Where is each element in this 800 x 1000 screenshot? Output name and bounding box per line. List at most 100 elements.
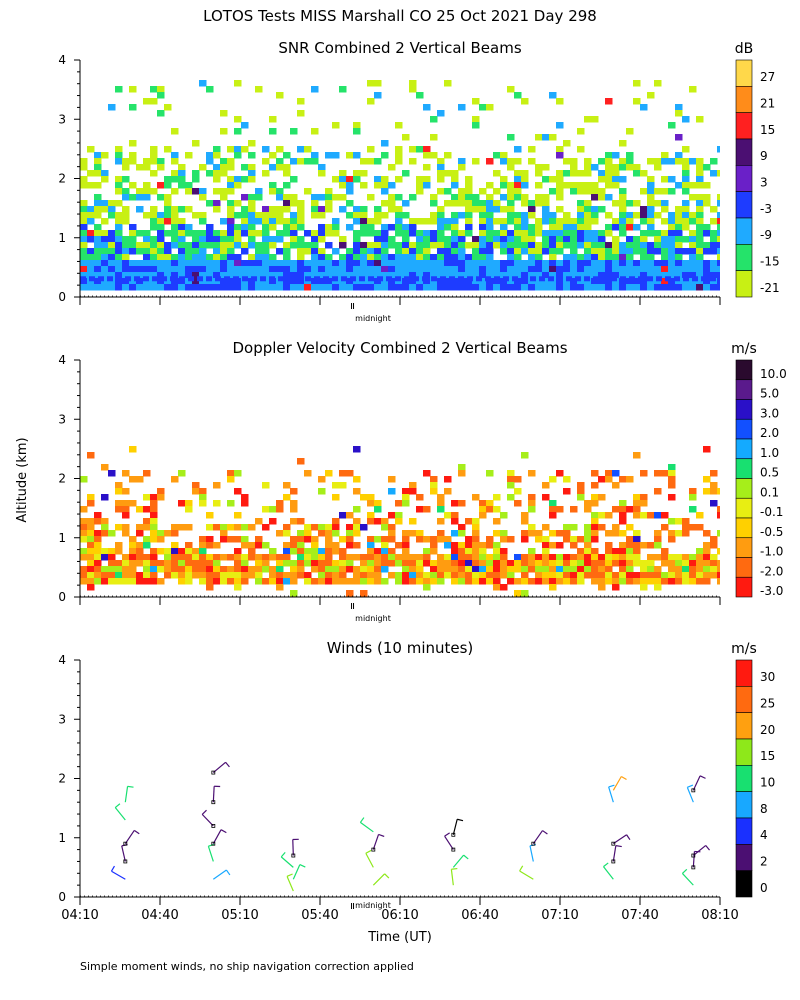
calm-marker (371, 847, 376, 852)
wind-barb (292, 864, 301, 880)
colorbar-segment (735, 112, 753, 140)
x-tick-label: 04:10 (61, 908, 98, 923)
wind-barb-field (110, 761, 711, 892)
calm-marker (451, 832, 456, 837)
wind-barb (124, 830, 135, 845)
wind-barb-flag (615, 845, 622, 848)
colorbar-label: 5.0 (760, 387, 779, 401)
colorbar-segment (735, 59, 753, 87)
y-tick-label: 3 (58, 412, 66, 426)
wind-barb-flag (542, 830, 548, 835)
colorbar-segment (735, 557, 753, 578)
y-tick-label: 3 (58, 112, 66, 126)
colorbar-segment (735, 191, 753, 219)
colorbar-label: 27 (760, 70, 775, 84)
y-tick-label: 1 (58, 231, 66, 245)
colorbar-label: -0.5 (760, 525, 783, 539)
y-tick-label: 3 (58, 712, 66, 726)
colorbar-label: 2 (760, 855, 768, 869)
colorbar-label: -3 (760, 202, 772, 216)
wind-barb (612, 834, 627, 845)
y-tick-label: 2 (58, 172, 66, 186)
calm-marker (691, 788, 696, 793)
calm-marker (611, 859, 616, 864)
y-tick-label: 1 (58, 531, 66, 545)
x-tick-label: 04:40 (141, 908, 178, 923)
wind-barb-flag (225, 869, 231, 876)
colorbar-label: 1.0 (760, 446, 779, 460)
colorbar-segment (735, 217, 753, 245)
wind-barb-flag (463, 854, 469, 860)
midnight-label-winds: midnight (355, 901, 391, 910)
x-tick-label: 06:40 (461, 908, 498, 923)
wind-barb-flag (603, 862, 609, 868)
wind-barb-flag (365, 849, 372, 854)
calm-marker (691, 865, 696, 870)
colorbar-label: 4 (760, 828, 768, 842)
wind-barb (360, 821, 374, 833)
wind-barb-flag (133, 829, 140, 835)
wind-barb (121, 845, 126, 862)
calm-marker (211, 824, 216, 828)
wind-barb (692, 775, 701, 791)
y-tick-label: 4 (58, 653, 66, 667)
y-tick-label: 2 (58, 472, 66, 486)
x-tick-label: 07:40 (621, 908, 658, 923)
calm-marker (211, 770, 216, 775)
calm-marker (211, 841, 216, 846)
wind-barb (686, 787, 694, 803)
doppler-heatmap-field (80, 446, 720, 597)
wind-barb (612, 776, 622, 791)
y-tick-label: 0 (58, 290, 66, 304)
midnight-label-snr: midnight (355, 314, 391, 323)
x-axis-label: Time (UT) (367, 930, 432, 945)
colorbar-label: -3.0 (760, 584, 783, 598)
wind-barb-flag (621, 775, 627, 781)
y-tick-label: 0 (58, 890, 66, 904)
wind-barb-flag (127, 785, 134, 788)
colorbars: 27 21 15 9 3 -3 -9 -15 -21 10.0 5.0 3.0 2.0 1.0 0.5 0.1… (735, 59, 787, 898)
colorbar-segment (735, 517, 753, 539)
colorbar-segment (735, 165, 753, 192)
wind-barb-flag (299, 864, 306, 868)
wind-barb-flag (519, 865, 524, 872)
wind-barb-flag (705, 845, 711, 851)
wind-barb-flag (286, 873, 293, 877)
colorbar-segment (735, 537, 753, 558)
colorbar-segment (735, 497, 753, 519)
colorbar-label: 3.0 (760, 406, 779, 420)
y-tick-label: 0 (58, 590, 66, 604)
wind-barb-flag (225, 761, 230, 768)
wind-barb (452, 819, 458, 835)
wind-barb-flag (201, 809, 207, 815)
calm-marker (123, 841, 128, 846)
wind-barb-flag (699, 775, 706, 779)
calm-marker (611, 841, 616, 846)
colorbar-segment (735, 765, 753, 792)
wind-barb (444, 835, 454, 850)
colorbar-segment (735, 418, 753, 440)
y-axis-label: Altitude (km) (15, 437, 30, 522)
colorbar-label: -21 (760, 281, 780, 295)
colorbar-segment (735, 686, 753, 713)
colorbar-segment (735, 379, 753, 400)
colorbar-segment (735, 817, 753, 845)
colorbar-segment (735, 438, 753, 460)
wind-barb (212, 761, 226, 774)
x-tick-label: 06:10 (381, 908, 418, 923)
wind-barb-flag (110, 865, 115, 872)
wind-barb (207, 846, 214, 862)
calm-marker (211, 800, 216, 805)
doppler-colorbar-unit: m/s (731, 341, 757, 357)
wind-barb-flag (220, 829, 227, 834)
wind-barb (519, 870, 534, 880)
colorbar-label: 0.5 (760, 466, 779, 480)
wind-barb-flag (359, 817, 365, 823)
x-tick-label: 08:10 (701, 908, 738, 923)
wind-barb (532, 830, 543, 845)
wind-barb (452, 854, 465, 868)
colorbar-segment (735, 458, 753, 479)
wind-barb (124, 786, 129, 803)
colorbar-label: -1.0 (760, 545, 783, 559)
